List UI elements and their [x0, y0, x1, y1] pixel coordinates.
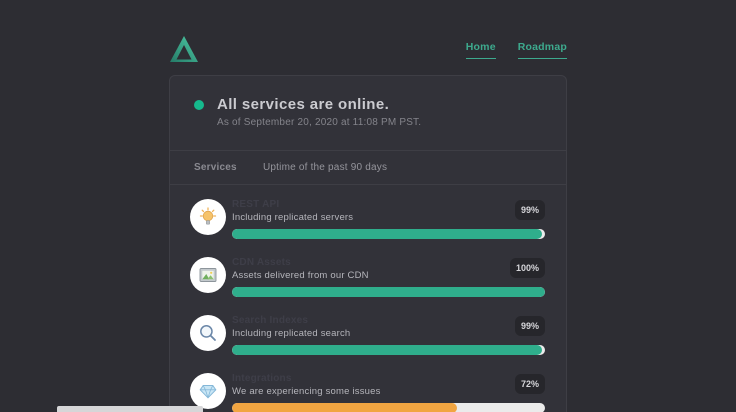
- uptime-bar-fill: [232, 229, 542, 239]
- gem-icon: [190, 373, 226, 409]
- service-description: Including replicated servers: [232, 212, 354, 223]
- nav-home-link[interactable]: Home: [465, 41, 496, 59]
- service-description: Including replicated search: [232, 328, 351, 339]
- service-row-search-indexes: Search Indexes Including replicated sear…: [190, 315, 545, 355]
- browser-status-strip: [57, 406, 203, 412]
- services-list: REST API Including replicated servers 99…: [170, 185, 566, 412]
- divider: [170, 184, 566, 185]
- uptime-bar-fill: [232, 287, 545, 297]
- uptime-bar-track: [232, 229, 545, 239]
- uptime-bar-track: [232, 287, 545, 297]
- column-header-services: Services: [194, 162, 237, 173]
- brand-logo-icon[interactable]: [169, 35, 199, 64]
- uptime-bar-fill: [232, 403, 458, 412]
- status-timestamp: As of September 20, 2020 at 11:08 PM PST…: [217, 117, 422, 128]
- status-summary: All services are online. As of September…: [170, 76, 566, 150]
- main-nav: Home Roadmap: [465, 41, 567, 59]
- uptime-bar-fill: [232, 345, 542, 355]
- status-card: All services are online. As of September…: [169, 75, 567, 412]
- service-row-rest-api: REST API Including replicated servers 99…: [190, 199, 545, 239]
- service-description: We are experiencing some issues: [232, 386, 381, 397]
- top-bar: Home Roadmap: [169, 0, 567, 64]
- table-header: Services Uptime of the past 90 days: [170, 151, 566, 184]
- divider: [170, 150, 566, 151]
- service-row-integrations: Integrations We are experiencing some is…: [190, 373, 545, 412]
- service-row-cdn-assets: CDN Assets Assets delivered from our CDN…: [190, 257, 545, 297]
- service-title: Integrations: [232, 373, 292, 384]
- magnifier-icon: [190, 315, 226, 351]
- uptime-bar-track: [232, 403, 545, 412]
- uptime-badge: 72%: [514, 374, 545, 394]
- service-title: CDN Assets: [232, 257, 291, 268]
- lightbulb-icon: [190, 199, 226, 235]
- column-header-uptime: Uptime of the past 90 days: [263, 162, 388, 173]
- uptime-bar-track: [232, 345, 545, 355]
- uptime-badge: 100%: [509, 258, 545, 278]
- uptime-badge: 99%: [514, 316, 545, 336]
- online-dot-icon: [194, 100, 204, 110]
- framed-picture-icon: [190, 257, 226, 293]
- service-title: Search Indexes: [232, 315, 309, 326]
- service-title: REST API: [232, 199, 280, 210]
- status-headline: All services are online.: [217, 96, 390, 113]
- uptime-badge: 99%: [514, 200, 545, 220]
- nav-roadmap-link[interactable]: Roadmap: [517, 41, 567, 59]
- service-description: Assets delivered from our CDN: [232, 270, 369, 281]
